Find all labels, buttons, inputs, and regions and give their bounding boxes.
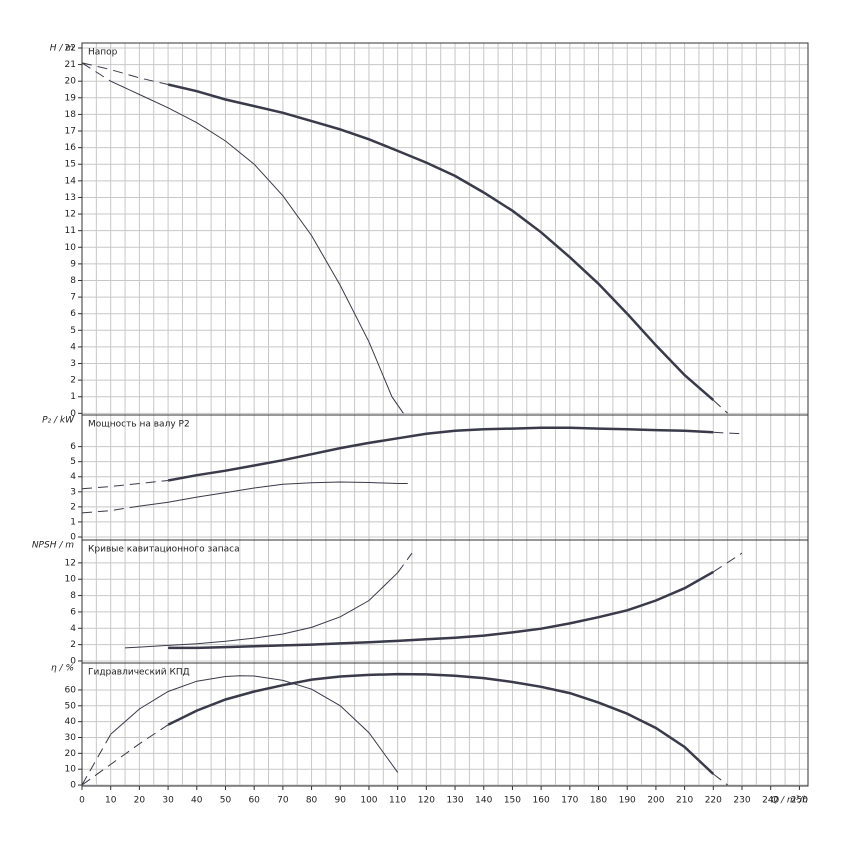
x-tick-label: 250 bbox=[791, 796, 808, 806]
y-tick-label: 13 bbox=[65, 193, 76, 203]
y-tick-label: 11 bbox=[65, 226, 76, 236]
y-axis-label: NPSH / m bbox=[32, 541, 74, 551]
x-axis-label: Q / m³/h bbox=[771, 796, 808, 806]
curve bbox=[81, 480, 169, 490]
y-tick-label: 3 bbox=[70, 487, 76, 497]
y-tick-label: 15 bbox=[65, 160, 76, 170]
y-tick-label: 17 bbox=[65, 127, 76, 137]
y-tick-label: 10 bbox=[65, 765, 77, 775]
y-tick-label: 8 bbox=[70, 276, 76, 286]
y-tick-label: 21 bbox=[65, 60, 76, 70]
x-tick-label: 110 bbox=[389, 796, 406, 806]
x-tick-label: 100 bbox=[360, 796, 377, 806]
y-tick-label: 7 bbox=[70, 293, 76, 303]
curve bbox=[81, 734, 112, 786]
y-tick-label: 40 bbox=[65, 717, 77, 727]
curve bbox=[110, 80, 404, 414]
x-tick-label: 20 bbox=[134, 796, 146, 806]
y-tick-label: 0 bbox=[70, 781, 76, 791]
y-axis-label: H / m bbox=[50, 44, 75, 54]
x-tick-label: 120 bbox=[418, 796, 435, 806]
y-tick-label: 22 bbox=[65, 43, 76, 53]
y-tick-label: 2 bbox=[70, 376, 76, 386]
x-tick-label: 0 bbox=[79, 796, 85, 806]
curve bbox=[139, 481, 398, 507]
y-tick-label: 12 bbox=[65, 210, 76, 220]
x-tick-label: 90 bbox=[335, 796, 347, 806]
y-tick-label: 3 bbox=[70, 359, 76, 369]
y-tick-label: 2 bbox=[70, 502, 76, 512]
y-tick-label: 6 bbox=[70, 442, 76, 452]
x-tick-label: 210 bbox=[676, 796, 693, 806]
y-tick-label: 1 bbox=[70, 517, 76, 527]
curve bbox=[712, 773, 729, 786]
y-tick-label: 60 bbox=[65, 685, 77, 695]
x-tick-label: 70 bbox=[277, 796, 289, 806]
x-tick-label: 150 bbox=[504, 796, 521, 806]
y-tick-label: 12 bbox=[65, 558, 76, 568]
curve bbox=[397, 552, 413, 573]
y-tick-label: 20 bbox=[65, 749, 77, 759]
panel-title: Кривые кавитационного запаса bbox=[88, 545, 240, 555]
curve bbox=[168, 570, 714, 650]
y-tick-label: 30 bbox=[65, 733, 77, 743]
x-tick-label: 180 bbox=[590, 796, 607, 806]
y-tick-label: 50 bbox=[65, 701, 77, 711]
curve bbox=[110, 675, 399, 773]
y-tick-label: 1 bbox=[70, 392, 76, 402]
panel-title: Гидравлический КПД bbox=[88, 668, 190, 678]
y-tick-label: 2 bbox=[70, 640, 76, 650]
x-tick-label: 130 bbox=[446, 796, 463, 806]
curve bbox=[167, 83, 715, 402]
y-tick-label: 10 bbox=[65, 575, 77, 585]
y-axis-label: P₂ / kW bbox=[42, 416, 75, 426]
y-tick-label: 16 bbox=[65, 143, 77, 153]
y-tick-label: 5 bbox=[70, 326, 76, 336]
x-tick-label: 220 bbox=[705, 796, 722, 806]
y-tick-label: 4 bbox=[70, 342, 76, 352]
curve bbox=[167, 672, 715, 775]
curve bbox=[81, 724, 169, 786]
y-tick-label: 0 bbox=[70, 532, 76, 542]
y-tick-label: 4 bbox=[70, 472, 76, 482]
x-tick-label: 40 bbox=[191, 796, 203, 806]
curve bbox=[81, 505, 140, 514]
curve bbox=[81, 62, 111, 82]
curve bbox=[167, 426, 714, 482]
x-tick-label: 230 bbox=[733, 796, 750, 806]
x-tick-label: 140 bbox=[475, 796, 492, 806]
y-tick-label: 14 bbox=[65, 176, 77, 186]
y-tick-label: 4 bbox=[70, 624, 76, 634]
y-tick-label: 0 bbox=[70, 656, 76, 666]
y-tick-label: 0 bbox=[70, 409, 76, 419]
panel-frame bbox=[81, 662, 809, 787]
y-axis-label: η / % bbox=[51, 664, 74, 674]
x-tick-label: 190 bbox=[619, 796, 636, 806]
panel-title: Напор bbox=[88, 48, 118, 58]
x-tick-label: 240 bbox=[762, 796, 779, 806]
x-tick-label: 30 bbox=[162, 796, 174, 806]
y-tick-label: 19 bbox=[65, 93, 77, 103]
panel-title: Мощность на валу P2 bbox=[88, 420, 190, 430]
y-tick-label: 6 bbox=[70, 309, 76, 319]
curve bbox=[712, 399, 729, 414]
y-tick-label: 8 bbox=[70, 591, 76, 601]
y-tick-label: 10 bbox=[65, 243, 77, 253]
y-tick-label: 6 bbox=[70, 607, 76, 617]
curve bbox=[124, 572, 399, 649]
x-tick-label: 50 bbox=[220, 796, 232, 806]
y-tick-label: 20 bbox=[65, 77, 77, 87]
x-tick-label: 200 bbox=[647, 796, 664, 806]
x-tick-label: 160 bbox=[533, 796, 550, 806]
x-tick-label: 10 bbox=[105, 796, 117, 806]
y-tick-label: 9 bbox=[70, 259, 76, 269]
y-tick-label: 5 bbox=[70, 457, 76, 467]
x-tick-label: 80 bbox=[306, 796, 318, 806]
x-tick-label: 60 bbox=[248, 796, 260, 806]
curve bbox=[713, 552, 743, 573]
y-tick-label: 18 bbox=[65, 110, 77, 120]
curve bbox=[713, 431, 743, 435]
x-tick-label: 170 bbox=[561, 796, 578, 806]
